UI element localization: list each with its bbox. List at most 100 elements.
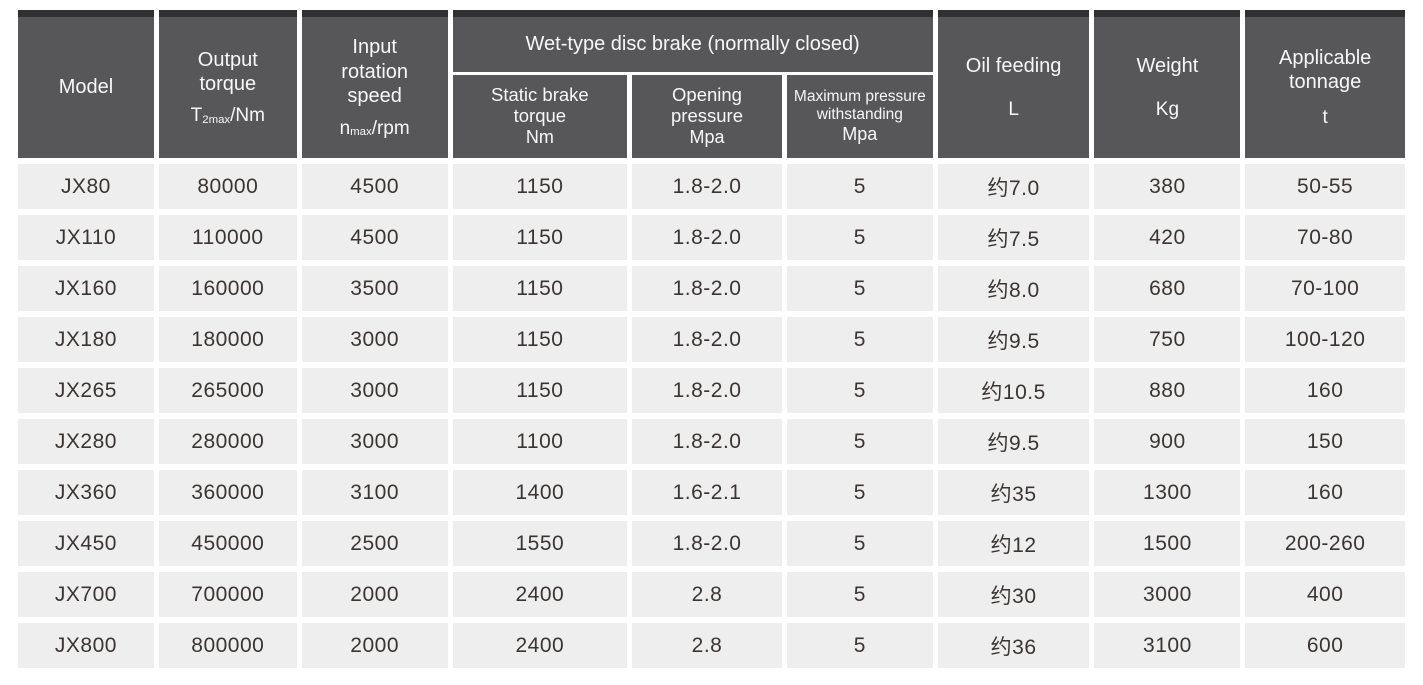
cell-tonnage: 400 (1245, 572, 1405, 617)
cell-weight: 3100 (1094, 623, 1241, 668)
header-unit-oil-feeding: L (1008, 99, 1019, 121)
cell-output-torque: 280000 (158, 419, 297, 464)
cell-output-torque: 160000 (158, 266, 297, 311)
cell-max-pressure: 5 (786, 521, 933, 566)
header-label-opening-pressure: Opening pressure (671, 84, 743, 127)
cell-model: JX700 (18, 572, 154, 617)
cell-model: JX800 (18, 623, 154, 668)
cell-opening-pressure: 1.8-2.0 (632, 215, 782, 260)
header-unit-max-pressure: Mpa (842, 123, 878, 144)
header-unit-tonnage: t (1322, 107, 1328, 129)
cell-input-speed: 2000 (301, 623, 448, 668)
cell-oil-feeding: 约9.5 (937, 419, 1090, 464)
unit-rest: /Nm (230, 105, 265, 127)
spec-table: Model Output torque T2max/Nm Input rotat… (18, 10, 1405, 668)
cell-oil-feeding: 约12 (937, 521, 1090, 566)
cell-oil-feeding: 约30 (937, 572, 1090, 617)
header-label-output-torque: Output torque (197, 48, 258, 96)
unit-rest: /rpm (371, 117, 410, 139)
cell-static-brake-torque: 2400 (452, 572, 628, 617)
cell-input-speed: 4500 (301, 164, 448, 209)
cell-tonnage: 70-80 (1245, 215, 1405, 260)
unit-subscript: max (350, 126, 372, 138)
cell-max-pressure: 5 (786, 266, 933, 311)
header-unit-output-torque: T2max/Nm (190, 105, 265, 127)
cell-max-pressure: 5 (786, 368, 933, 413)
cell-opening-pressure: 1.8-2.0 (632, 419, 782, 464)
cell-model: JX265 (18, 368, 154, 413)
unit-base: n (339, 117, 351, 139)
cell-weight: 750 (1094, 317, 1241, 362)
header-label-max-pressure: Maximum pressure withstanding (793, 88, 926, 124)
header-group-wet-brake: Wet-type disc brake (normally closed) St… (452, 10, 933, 158)
cell-oil-feeding: 约9.5 (937, 317, 1090, 362)
cell-max-pressure: 5 (786, 623, 933, 668)
cell-model: JX360 (18, 470, 154, 515)
cell-weight: 1500 (1094, 521, 1241, 566)
cell-tonnage: 600 (1245, 623, 1405, 668)
cell-weight: 420 (1094, 215, 1241, 260)
cell-output-torque: 110000 (158, 215, 297, 260)
cell-model: JX280 (18, 419, 154, 464)
cell-static-brake-torque: 1150 (452, 164, 628, 209)
cell-oil-feeding: 约35 (937, 470, 1090, 515)
header-group-subrow: Static brake torque Nm Opening pressure … (452, 75, 933, 158)
cell-output-torque: 450000 (158, 521, 297, 566)
cell-opening-pressure: 1.6-2.1 (632, 470, 782, 515)
cell-opening-pressure: 1.8-2.0 (632, 164, 782, 209)
cell-opening-pressure: 1.8-2.0 (632, 521, 782, 566)
cell-weight: 3000 (1094, 572, 1241, 617)
header-cell-output-torque: Output torque T2max/Nm (158, 10, 297, 158)
cell-static-brake-torque: 1400 (452, 470, 628, 515)
header-label-tonnage: Applicable tonnage (1279, 46, 1372, 94)
cell-max-pressure: 5 (786, 317, 933, 362)
header-cell-static-brake-torque: Static brake torque Nm (452, 75, 628, 158)
cell-weight: 880 (1094, 368, 1241, 413)
cell-input-speed: 3100 (301, 470, 448, 515)
cell-output-torque: 360000 (158, 470, 297, 515)
cell-weight: 900 (1094, 419, 1241, 464)
cell-input-speed: 3500 (301, 266, 448, 311)
unit-base: T (190, 105, 203, 127)
cell-model: JX160 (18, 266, 154, 311)
cell-static-brake-torque: 1150 (452, 368, 628, 413)
header-cell-max-pressure: Maximum pressure withstanding Mpa (786, 75, 933, 158)
cell-static-brake-torque: 1150 (452, 317, 628, 362)
header-cell-oil-feeding: Oil feeding L (937, 10, 1090, 158)
cell-output-torque: 800000 (158, 623, 297, 668)
cell-static-brake-torque: 1550 (452, 521, 628, 566)
cell-max-pressure: 5 (786, 215, 933, 260)
cell-tonnage: 100-120 (1245, 317, 1405, 362)
header-group-title: Wet-type disc brake (normally closed) (452, 10, 933, 72)
cell-oil-feeding: 约7.5 (937, 215, 1090, 260)
cell-opening-pressure: 2.8 (632, 623, 782, 668)
cell-static-brake-torque: 2400 (452, 623, 628, 668)
cell-input-speed: 3000 (301, 317, 448, 362)
cell-output-torque: 265000 (158, 368, 297, 413)
cell-weight: 380 (1094, 164, 1241, 209)
cell-oil-feeding: 约7.0 (937, 164, 1090, 209)
cell-output-torque: 700000 (158, 572, 297, 617)
cell-input-speed: 2000 (301, 572, 448, 617)
cell-weight: 680 (1094, 266, 1241, 311)
cell-tonnage: 160 (1245, 368, 1405, 413)
header-cell-model: Model (18, 10, 154, 158)
cell-max-pressure: 5 (786, 470, 933, 515)
header-label-model: Model (58, 76, 114, 99)
cell-tonnage: 150 (1245, 419, 1405, 464)
cell-opening-pressure: 1.8-2.0 (632, 317, 782, 362)
cell-oil-feeding: 约36 (937, 623, 1090, 668)
cell-tonnage: 50-55 (1245, 164, 1405, 209)
cell-static-brake-torque: 1100 (452, 419, 628, 464)
cell-input-speed: 2500 (301, 521, 448, 566)
cell-input-speed: 4500 (301, 215, 448, 260)
header-cell-input-speed: Input rotation speed nmax/rpm (301, 10, 448, 158)
cell-opening-pressure: 1.8-2.0 (632, 266, 782, 311)
header-unit-weight: Kg (1155, 99, 1180, 121)
cell-model: JX110 (18, 215, 154, 260)
cell-max-pressure: 5 (786, 419, 933, 464)
cell-opening-pressure: 1.8-2.0 (632, 368, 782, 413)
unit-subscript: 2max (202, 113, 231, 126)
header-label-static-brake-torque: Static brake torque (491, 84, 589, 127)
header-cell-opening-pressure: Opening pressure Mpa (632, 75, 782, 158)
